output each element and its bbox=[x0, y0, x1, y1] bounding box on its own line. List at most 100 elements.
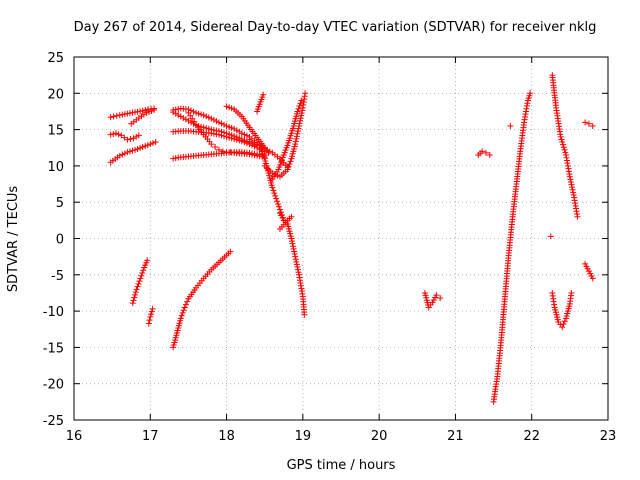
y-tick-label: 20 bbox=[47, 87, 64, 102]
data-point bbox=[223, 103, 230, 110]
data-point bbox=[296, 120, 303, 127]
data-point bbox=[559, 141, 566, 148]
data-point bbox=[133, 133, 140, 140]
data-point bbox=[223, 133, 230, 140]
data-point bbox=[142, 106, 149, 113]
data-point bbox=[210, 116, 217, 123]
data-point bbox=[287, 158, 294, 165]
data-point bbox=[293, 258, 300, 265]
data-point bbox=[272, 192, 279, 199]
series-arc-ac bbox=[582, 260, 596, 282]
data-point bbox=[243, 140, 250, 147]
series-arc-y bbox=[547, 233, 554, 240]
data-point bbox=[254, 141, 261, 148]
data-point bbox=[221, 133, 228, 140]
data-point bbox=[149, 305, 156, 312]
data-point bbox=[241, 131, 248, 138]
data-point bbox=[567, 178, 574, 185]
data-point bbox=[152, 138, 159, 145]
data-point bbox=[138, 272, 145, 279]
data-point bbox=[208, 115, 215, 122]
data-point bbox=[486, 152, 493, 159]
data-point bbox=[243, 132, 250, 139]
grid-layer bbox=[74, 57, 608, 420]
series-arc-c bbox=[107, 130, 142, 143]
data-point bbox=[560, 321, 567, 328]
data-point bbox=[200, 112, 207, 119]
y-tick-label: -15 bbox=[43, 341, 64, 356]
data-point bbox=[296, 122, 303, 129]
data-point bbox=[298, 112, 305, 119]
data-point bbox=[558, 136, 565, 143]
data-point bbox=[130, 297, 137, 304]
data-point bbox=[296, 103, 303, 110]
data-point bbox=[557, 133, 564, 140]
data-point bbox=[294, 130, 301, 137]
data-point bbox=[561, 146, 568, 153]
data-point bbox=[134, 145, 141, 152]
data-point bbox=[260, 91, 267, 98]
x-tick-label: 16 bbox=[66, 429, 83, 444]
data-point bbox=[119, 151, 126, 158]
data-point bbox=[228, 124, 235, 131]
data-point bbox=[132, 289, 139, 296]
data-point bbox=[145, 320, 152, 327]
data-point bbox=[286, 161, 293, 168]
data-point bbox=[116, 152, 123, 159]
data-point bbox=[219, 148, 226, 155]
data-point bbox=[137, 275, 144, 282]
series-arc-ab bbox=[582, 119, 596, 129]
data-point bbox=[149, 140, 156, 147]
data-point bbox=[143, 109, 150, 116]
data-point bbox=[276, 203, 283, 210]
y-tick-label: 25 bbox=[47, 51, 64, 66]
data-point bbox=[226, 134, 233, 141]
data-point bbox=[148, 311, 155, 318]
data-point bbox=[226, 104, 233, 111]
data-point bbox=[294, 128, 301, 135]
data-point bbox=[288, 235, 295, 242]
data-point bbox=[559, 139, 566, 146]
y-axis-label: SDTVAR / TECUs bbox=[6, 186, 21, 293]
data-point bbox=[212, 144, 219, 151]
data-point bbox=[589, 122, 596, 129]
data-point bbox=[582, 119, 589, 126]
data-point bbox=[110, 113, 117, 120]
data-point bbox=[139, 269, 146, 276]
data-point bbox=[135, 280, 142, 287]
data-point bbox=[297, 115, 304, 122]
data-point bbox=[299, 107, 306, 114]
data-point bbox=[236, 128, 243, 135]
x-axis-label: GPS time / hours bbox=[287, 458, 396, 473]
data-point bbox=[170, 109, 177, 116]
data-point bbox=[292, 256, 299, 263]
data-point bbox=[238, 130, 245, 137]
data-point bbox=[146, 317, 153, 324]
data-point bbox=[190, 108, 197, 115]
data-point bbox=[433, 292, 440, 299]
data-point bbox=[177, 113, 184, 120]
data-point bbox=[175, 112, 182, 119]
data-point bbox=[289, 240, 296, 247]
data-point bbox=[139, 107, 146, 114]
tick-layer: 16 17 18 19 20 21 22 23 25 20 15 10 5 0 -5 -10 -15 -20 -25 bbox=[43, 51, 617, 444]
data-point bbox=[251, 139, 258, 146]
data-point bbox=[231, 136, 238, 143]
data-point bbox=[193, 109, 200, 116]
x-tick-label: 20 bbox=[371, 429, 388, 444]
x-tick-label: 23 bbox=[600, 429, 617, 444]
series-arc-r bbox=[269, 97, 305, 182]
data-point bbox=[172, 110, 179, 117]
series-arc-u bbox=[421, 289, 444, 311]
data-point bbox=[223, 122, 230, 129]
data-point bbox=[246, 136, 253, 143]
data-point bbox=[107, 114, 114, 121]
data-point bbox=[269, 184, 276, 191]
data-point bbox=[126, 148, 133, 155]
data-point bbox=[562, 149, 569, 156]
data-point bbox=[288, 238, 295, 245]
y-tick-label: -20 bbox=[43, 378, 64, 393]
data-point bbox=[560, 144, 567, 151]
y-tick-label: -25 bbox=[43, 414, 64, 429]
data-point bbox=[568, 181, 575, 188]
